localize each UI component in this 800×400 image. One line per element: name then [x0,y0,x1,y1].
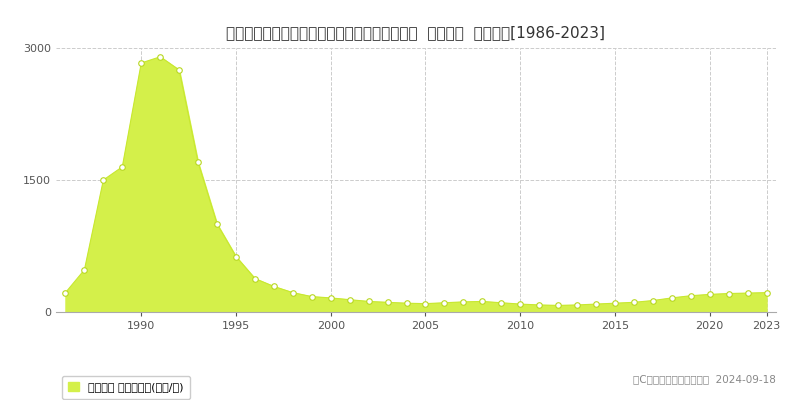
Text: （C）土地価格ドットコム  2024-09-18: （C）土地価格ドットコム 2024-09-18 [633,374,776,384]
Title: 北海道札幌市中央区南６条西４丁目５番３２外  公示地価  地価推移[1986-2023]: 北海道札幌市中央区南６条西４丁目５番３２外 公示地価 地価推移[1986-202… [226,25,606,40]
Legend: 公示地価 平均坪単価(万円/坪): 公示地価 平均坪単価(万円/坪) [62,376,190,399]
